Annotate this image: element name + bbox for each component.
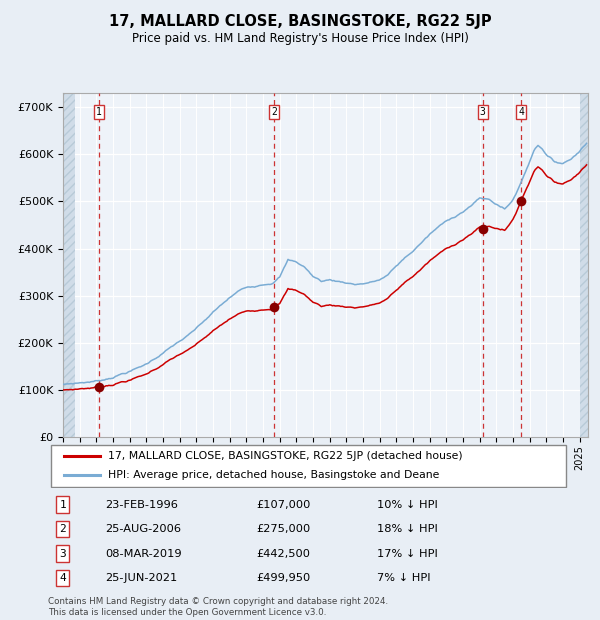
Text: 17% ↓ HPI: 17% ↓ HPI (377, 549, 438, 559)
Text: 7% ↓ HPI: 7% ↓ HPI (377, 573, 430, 583)
Bar (580, 93, 588, 437)
Text: 3: 3 (480, 107, 485, 117)
Text: HPI: Average price, detached house, Basingstoke and Deane: HPI: Average price, detached house, Basi… (108, 471, 439, 480)
Text: Price paid vs. HM Land Registry's House Price Index (HPI): Price paid vs. HM Land Registry's House … (131, 32, 469, 45)
FancyBboxPatch shape (50, 445, 566, 487)
Bar (63, 93, 74, 437)
Text: 25-AUG-2006: 25-AUG-2006 (106, 524, 181, 534)
Text: £275,000: £275,000 (257, 524, 311, 534)
Text: 17, MALLARD CLOSE, BASINGSTOKE, RG22 5JP: 17, MALLARD CLOSE, BASINGSTOKE, RG22 5JP (109, 14, 491, 29)
Text: Contains HM Land Registry data © Crown copyright and database right 2024.
This d: Contains HM Land Registry data © Crown c… (48, 598, 388, 617)
Text: 2: 2 (271, 107, 277, 117)
Text: 2: 2 (59, 524, 66, 534)
Text: £499,950: £499,950 (257, 573, 311, 583)
Text: 25-JUN-2021: 25-JUN-2021 (106, 573, 178, 583)
Text: 4: 4 (59, 573, 66, 583)
Text: 17, MALLARD CLOSE, BASINGSTOKE, RG22 5JP (detached house): 17, MALLARD CLOSE, BASINGSTOKE, RG22 5JP… (108, 451, 463, 461)
Text: 1: 1 (96, 107, 101, 117)
Text: 3: 3 (59, 549, 66, 559)
Text: 4: 4 (518, 107, 524, 117)
Text: 23-FEB-1996: 23-FEB-1996 (106, 500, 178, 510)
Text: £107,000: £107,000 (257, 500, 311, 510)
Text: £442,500: £442,500 (257, 549, 311, 559)
Text: 18% ↓ HPI: 18% ↓ HPI (377, 524, 438, 534)
Text: 1: 1 (59, 500, 66, 510)
Text: 10% ↓ HPI: 10% ↓ HPI (377, 500, 438, 510)
Text: 08-MAR-2019: 08-MAR-2019 (106, 549, 182, 559)
